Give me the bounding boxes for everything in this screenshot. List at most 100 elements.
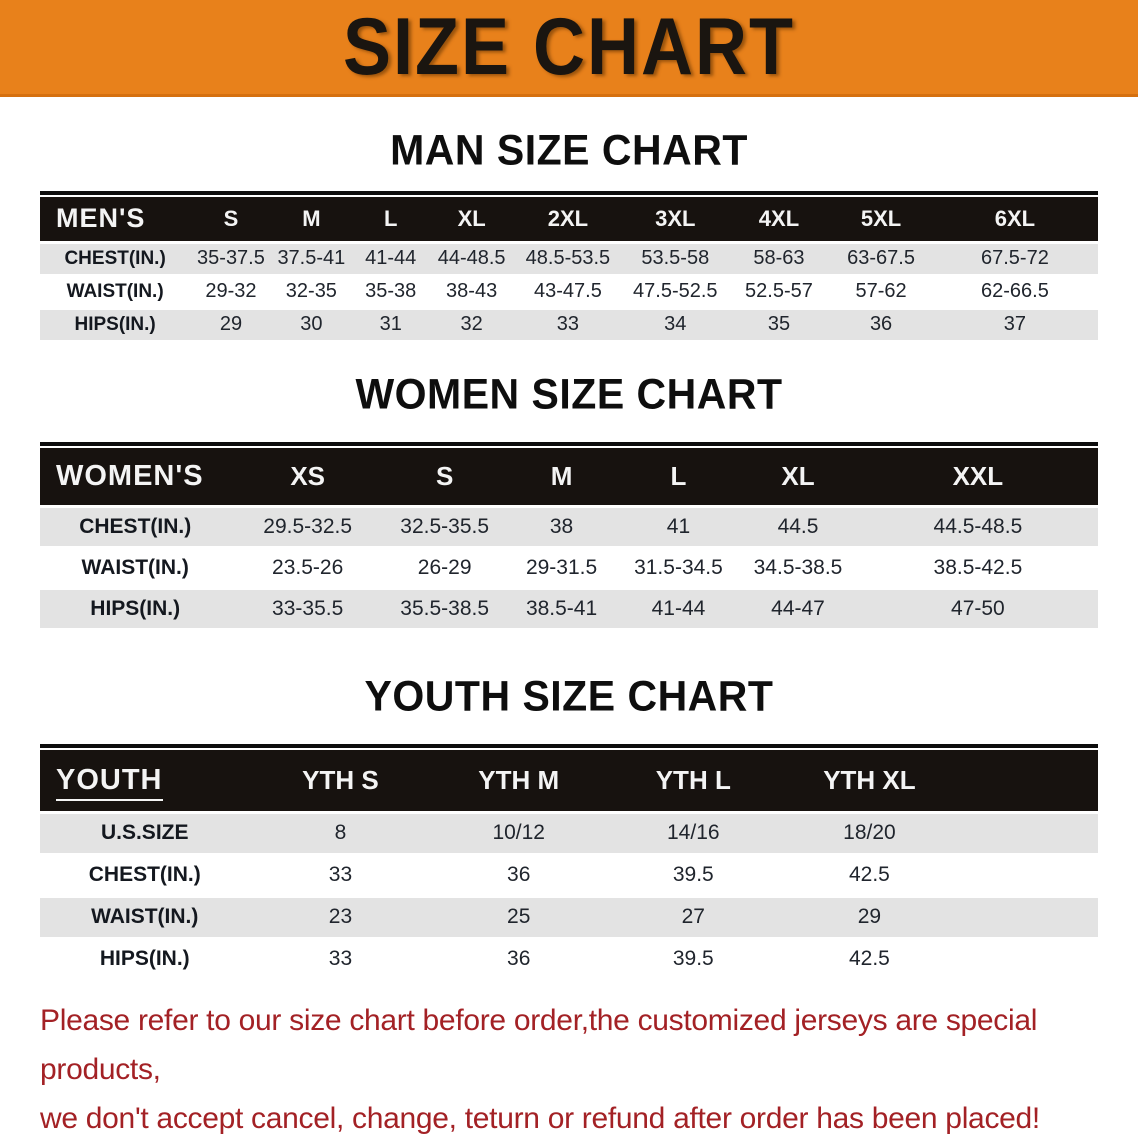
table-cell: 34: [664, 313, 687, 335]
table-cell: 39.5: [672, 863, 714, 886]
table-cell: 34.5-38.5: [753, 556, 843, 579]
youth-size-table: YOUTH YTH S YTH M YTH L YTH XL U.S.SIZE …: [40, 744, 1098, 982]
spacer-cell: [958, 812, 1098, 854]
row-label: HIPS(IN.): [90, 597, 181, 620]
table-row: U.S.SIZE 8 10/12 14/16 18/20: [40, 812, 1098, 854]
column-header: YTH L: [606, 750, 781, 814]
row-label: U.S.SIZE: [100, 821, 189, 844]
table-cell: 8: [334, 821, 347, 844]
table-cell: 44.5-48.5: [933, 515, 1023, 538]
table-cell: 33: [328, 863, 353, 886]
women-size-table: WOMEN'S XS S M L XL XXL CHEST(IN.) 29.5-…: [40, 441, 1098, 631]
youth-group-label: YOUTH: [40, 750, 250, 814]
table-cell: 58-63: [753, 247, 805, 269]
column-header: 4XL: [727, 197, 831, 244]
page-title: SIZE CHART: [343, 2, 795, 92]
table-cell: 30: [300, 313, 323, 335]
row-label: CHEST(IN.): [64, 247, 166, 269]
table-cell: 47.5-52.5: [633, 280, 718, 302]
row-label: WAIST(IN.): [81, 556, 189, 579]
table-cell: 41-44: [365, 247, 417, 269]
column-header: L: [351, 197, 431, 244]
table-cell: 35-37.5: [197, 247, 265, 269]
table-cell: 36: [869, 313, 893, 335]
row-label: HIPS(IN.): [99, 947, 190, 970]
table-row: CHEST(IN.) 35-37.5 37.5-41 41-44 44-48.5…: [40, 242, 1098, 275]
youth-size-chart-section: YOUTH SIZE CHART YOUTH YTH S YTH M YTH L…: [0, 671, 1138, 982]
row-label: HIPS(IN.): [74, 313, 156, 335]
men-section-title: MAN SIZE CHART: [390, 125, 748, 175]
table-row: HIPS(IN.) 33-35.5 35.5-38.5 38.5-41 41-4…: [40, 588, 1098, 630]
row-label: WAIST(IN.): [91, 905, 199, 928]
youth-section-title: YOUTH SIZE CHART: [364, 671, 774, 721]
table-cell: 53.5-58: [641, 247, 710, 269]
size-chart-banner: SIZE CHART: [0, 0, 1138, 97]
column-header: XL: [430, 197, 513, 244]
table-cell: 26-29: [417, 556, 472, 579]
table-cell: 42.5: [848, 863, 890, 886]
table-cell: 44.5: [777, 515, 819, 538]
column-header: L: [618, 447, 739, 508]
disclaimer-line-1: Please refer to our size chart before or…: [40, 1003, 1038, 1086]
row-label: CHEST(IN.): [88, 863, 201, 886]
row-label: WAIST(IN.): [66, 280, 164, 302]
table-cell: 33: [556, 313, 580, 335]
table-cell: 35.5-38.5: [400, 597, 490, 620]
table-cell: 33-35.5: [272, 597, 344, 620]
spacer-cell: [958, 750, 1098, 814]
table-cell: 44-48.5: [437, 247, 506, 269]
table-cell: 41: [666, 515, 691, 538]
men-size-table: MEN'S S M L XL 2XL 3XL 4XL 5XL 6XL CHEST…: [40, 191, 1098, 343]
table-row: WAIST(IN.) 29-32 32-35 35-38 38-43 43-47…: [40, 275, 1098, 308]
column-header: YTH M: [431, 750, 606, 814]
table-cell: 36: [507, 863, 531, 886]
table-cell: 57-62: [855, 280, 907, 302]
column-header: YTH XL: [780, 750, 959, 814]
men-table-header-row: MEN'S S M L XL 2XL 3XL 4XL 5XL 6XL: [40, 197, 1098, 244]
table-cell: 62-66.5: [981, 280, 1049, 302]
table-cell: 10/12: [492, 821, 545, 844]
women-section-title: WOMEN SIZE CHART: [355, 369, 783, 418]
table-cell: 52.5-57: [745, 280, 813, 302]
spacer-cell: [958, 938, 1098, 980]
table-cell: 23.5-26: [272, 556, 344, 579]
table-cell: 47-50: [951, 597, 1005, 620]
table-row: HIPS(IN.) 29 30 31 32 33 34 35 36 37: [40, 308, 1098, 341]
table-cell: 27: [681, 905, 705, 928]
table-cell: 18/20: [843, 821, 896, 844]
table-cell: 35-38: [365, 280, 417, 302]
table-row: CHEST(IN.) 29.5-32.5 32.5-35.5 38 41 44.…: [40, 506, 1098, 548]
table-cell: 23: [328, 905, 353, 928]
table-cell: 39.5: [672, 947, 714, 970]
table-cell: 67.5-72: [981, 247, 1049, 269]
table-cell: 32-35: [285, 280, 337, 302]
table-cell: 29-31.5: [525, 556, 598, 579]
table-cell: 38: [549, 515, 574, 538]
table-row: CHEST(IN.) 33 36 39.5 42.5: [40, 854, 1098, 896]
table-cell: 29-32: [205, 280, 257, 302]
column-header: XL: [738, 447, 858, 508]
table-cell: 29: [219, 313, 243, 335]
column-header: 6XL: [931, 197, 1098, 244]
column-header: 3XL: [622, 197, 728, 244]
spacer-cell: [958, 896, 1098, 938]
table-cell: 36: [507, 947, 531, 970]
table-cell: 14/16: [667, 821, 720, 844]
table-cell: 32.5-35.5: [400, 515, 490, 538]
disclaimer-line-2: we don't accept cancel, change, teturn o…: [40, 1101, 1040, 1135]
table-cell: 43-47.5: [533, 280, 602, 302]
table-cell: 31: [379, 313, 402, 335]
table-cell: 29: [857, 905, 882, 928]
table-cell: 42.5: [848, 947, 890, 970]
table-cell: 33: [328, 947, 353, 970]
table-cell: 38.5-41: [525, 597, 598, 620]
table-cell: 35: [767, 313, 791, 335]
table-cell: 32: [460, 313, 483, 335]
column-header: S: [190, 197, 272, 244]
table-cell: 38-43: [446, 280, 498, 302]
men-size-chart-section: MAN SIZE CHART MEN'S S M L XL 2XL 3XL 4X…: [0, 125, 1138, 343]
table-cell: 29.5-32.5: [263, 515, 353, 538]
table-cell: 38.5-42.5: [933, 556, 1023, 579]
table-row: HIPS(IN.) 33 36 39.5 42.5: [40, 938, 1098, 980]
column-header: XS: [230, 447, 385, 508]
